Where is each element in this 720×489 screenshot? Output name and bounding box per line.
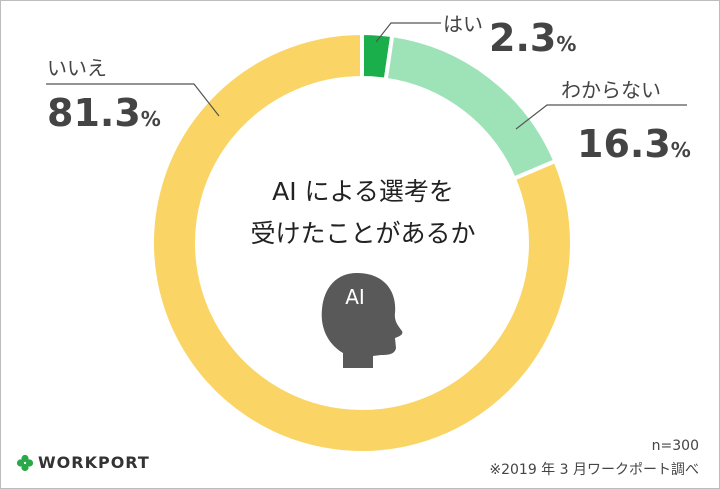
workport-logo: WORKPORT xyxy=(16,453,150,472)
leader-line-wakaranai xyxy=(515,104,687,130)
ai-badge-text: AI xyxy=(345,285,365,309)
slice-label-wakaranai: わからない xyxy=(561,78,661,102)
slice-value-iie: 81.3% xyxy=(47,91,161,135)
slice-value-wakaranai: 16.3% xyxy=(577,122,691,166)
leader-line-hai xyxy=(375,22,441,43)
slice-value-hai: 2.3% xyxy=(489,16,576,60)
slice-label-hai: はい xyxy=(443,12,483,36)
chart-title-line-1: AI による選考を xyxy=(272,177,454,206)
source-note: ※2019 年 3 月ワークポート調べ xyxy=(489,462,699,478)
slice-label-iie: いいえ xyxy=(47,56,107,80)
clover-icon xyxy=(16,454,34,471)
ai-head-icon: AI xyxy=(321,273,403,368)
chart-title-line-2: 受けたことがあるか xyxy=(250,219,475,248)
donut-slice-いいえ xyxy=(150,31,574,455)
leader-line-iie xyxy=(46,83,220,117)
logo-text: WORKPORT xyxy=(38,453,150,472)
sample-size-note: n=300 xyxy=(651,438,699,454)
